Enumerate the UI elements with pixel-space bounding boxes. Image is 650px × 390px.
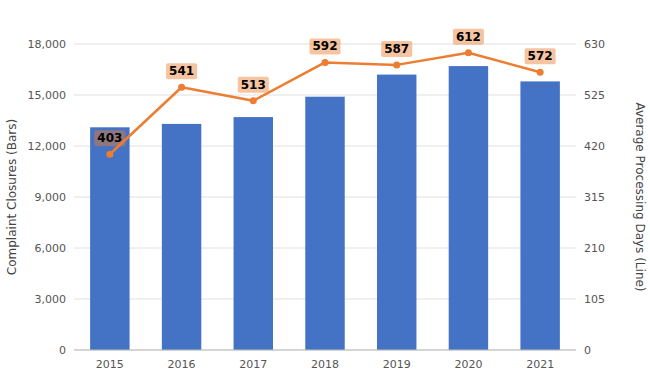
bar (449, 66, 488, 350)
line-marker (465, 49, 472, 56)
x-axis-line (74, 350, 576, 351)
grid-line (74, 95, 576, 96)
data-label: 513 (241, 78, 266, 92)
line-marker (178, 84, 185, 91)
grid (74, 44, 576, 350)
y2-tick-label: 315 (584, 191, 605, 204)
bar (162, 124, 201, 350)
y2-tick-label: 525 (584, 89, 605, 102)
y-tick-label: 3,000 (35, 293, 67, 306)
y2-tick-label: 210 (584, 242, 605, 255)
y2-tick-label: 0 (584, 344, 591, 357)
data-label-bg (94, 130, 125, 146)
y2-tick-label: 420 (584, 140, 605, 153)
line-marker (322, 59, 329, 66)
bar (90, 127, 129, 350)
data-label-group: 572 (525, 48, 556, 64)
data-label-group: 403 (94, 130, 125, 146)
chart: 0 3,000 6,000 9,000 12,000 15,000 18,000 0 105 21… (0, 0, 650, 390)
x-tick-label: 2017 (239, 358, 267, 371)
bar (234, 117, 273, 350)
y-tick-label: 0 (59, 344, 66, 357)
data-label-bg (453, 29, 484, 45)
data-label-bg (381, 41, 412, 57)
grid-line (74, 350, 576, 351)
data-label-bg (525, 48, 556, 64)
y-tick-label: 9,000 (35, 191, 67, 204)
data-label-bg (166, 63, 197, 79)
data-label-group: 513 (238, 77, 269, 93)
data-label-group: 612 (453, 29, 484, 45)
y-axis-label: Complaint Closures (Bars) (5, 119, 19, 275)
marks (90, 49, 560, 350)
data-label-group: 587 (381, 41, 412, 57)
y-tick-label: 12,000 (28, 140, 67, 153)
data-label-bg (309, 38, 340, 54)
data-label: 587 (384, 42, 409, 56)
y-tick-label: 15,000 (28, 89, 67, 102)
data-labels: 403 541 513 592 587 612 572 (94, 29, 555, 147)
line (110, 53, 540, 155)
x-tick-label: 2021 (526, 358, 554, 371)
line-marker (106, 151, 113, 158)
data-label: 541 (169, 64, 194, 78)
bar (520, 81, 559, 350)
y2-tick-label: 630 (584, 38, 605, 51)
y2-axis-label: Average Processing Days (Line) (633, 102, 647, 291)
data-label: 592 (312, 39, 337, 53)
line-marker (537, 69, 544, 76)
x-tick-label: 2018 (311, 358, 339, 371)
data-label: 403 (97, 131, 122, 145)
y-tick-label: 18,000 (28, 38, 67, 51)
data-label-group: 592 (309, 38, 340, 54)
y2-tick-label: 105 (584, 293, 605, 306)
x-tick-label: 2019 (383, 358, 411, 371)
data-label-bg (238, 77, 269, 93)
x-tick-label: 2016 (168, 358, 196, 371)
bar (377, 75, 416, 350)
data-label: 572 (528, 49, 553, 63)
line-marker (393, 61, 400, 68)
line-marker (250, 97, 257, 104)
x-tick-label: 2015 (96, 358, 124, 371)
y-tick-label: 6,000 (35, 242, 67, 255)
data-label-group: 541 (166, 63, 197, 79)
data-label: 612 (456, 30, 481, 44)
x-tick-label: 2020 (454, 358, 482, 371)
bar (305, 97, 344, 350)
